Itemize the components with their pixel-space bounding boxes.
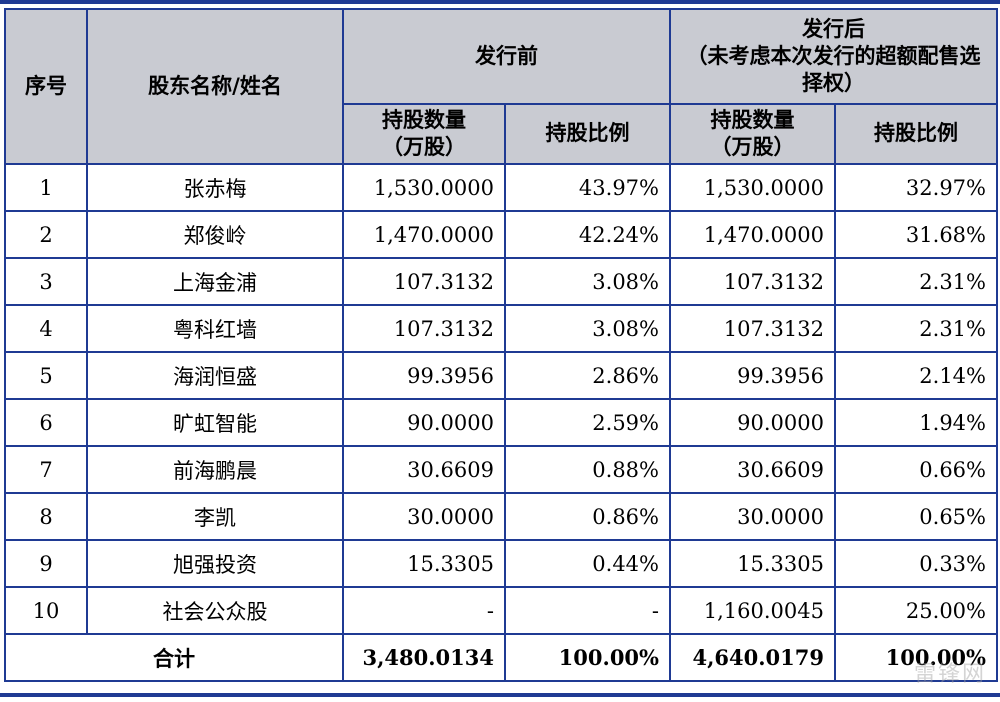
row-before-ratio: 0.44% bbox=[504, 539, 671, 588]
row-seq: 6 bbox=[4, 398, 88, 447]
row-name: 李凯 bbox=[86, 492, 344, 541]
total-after-shares: 4,640.0179 bbox=[669, 633, 836, 682]
bottom-rule bbox=[0, 693, 1000, 697]
row-seq: 1 bbox=[4, 163, 88, 212]
row-before-shares: 1,470.0000 bbox=[342, 210, 506, 259]
row-name: 旷虹智能 bbox=[86, 398, 344, 447]
row-before-shares: 30.6609 bbox=[342, 445, 506, 494]
row-after-ratio: 1.94% bbox=[834, 398, 998, 447]
row-after-shares: 107.3132 bbox=[669, 304, 836, 353]
row-seq: 5 bbox=[4, 351, 88, 400]
row-seq: 7 bbox=[4, 445, 88, 494]
top-rule bbox=[0, 0, 1000, 4]
row-after-ratio: 0.65% bbox=[834, 492, 998, 541]
row-name: 粤科红墙 bbox=[86, 304, 344, 353]
table-row: 4 粤科红墙 107.3132 3.08% 107.3132 2.31% bbox=[4, 304, 998, 353]
total-row: 合计 3,480.0134 100.00% 4,640.0179 100.00% bbox=[4, 633, 998, 682]
row-after-shares: 15.3305 bbox=[669, 539, 836, 588]
header-after-ratio: 持股比例 bbox=[834, 103, 998, 165]
total-before-ratio: 100.00% bbox=[504, 633, 671, 682]
row-before-ratio: 3.08% bbox=[504, 304, 671, 353]
row-name: 旭强投资 bbox=[86, 539, 344, 588]
shareholding-table: 序号 股东名称/姓名 发行前 发行后 （未考虑本次发行的超额配售选择权） 持股数… bbox=[4, 8, 998, 682]
row-before-ratio: 0.88% bbox=[504, 445, 671, 494]
table-row: 10 社会公众股 - - 1,160.0045 25.00% bbox=[4, 586, 998, 635]
row-after-ratio: 25.00% bbox=[834, 586, 998, 635]
header-before-ratio: 持股比例 bbox=[504, 103, 671, 165]
row-after-ratio: 0.66% bbox=[834, 445, 998, 494]
row-after-ratio: 32.97% bbox=[834, 163, 998, 212]
watermark: 雷锋网 bbox=[913, 662, 986, 687]
header-before: 发行前 bbox=[342, 8, 671, 105]
row-name: 郑俊岭 bbox=[86, 210, 344, 259]
row-name: 海润恒盛 bbox=[86, 351, 344, 400]
row-before-ratio: 42.24% bbox=[504, 210, 671, 259]
row-seq: 3 bbox=[4, 257, 88, 306]
total-after-ratio: 100.00% bbox=[834, 633, 998, 682]
table-row: 8 李凯 30.0000 0.86% 30.0000 0.65% bbox=[4, 492, 998, 541]
row-before-shares: 107.3132 bbox=[342, 257, 506, 306]
table-row: 2 郑俊岭 1,470.0000 42.24% 1,470.0000 31.68… bbox=[4, 210, 998, 259]
row-after-shares: 107.3132 bbox=[669, 257, 836, 306]
header-before-shares: 持股数量 （万股） bbox=[342, 103, 506, 165]
row-before-ratio: - bbox=[504, 586, 671, 635]
table-row: 1 张赤梅 1,530.0000 43.97% 1,530.0000 32.97… bbox=[4, 163, 998, 212]
row-name: 社会公众股 bbox=[86, 586, 344, 635]
row-after-shares: 1,160.0045 bbox=[669, 586, 836, 635]
row-seq: 8 bbox=[4, 492, 88, 541]
row-seq: 10 bbox=[4, 586, 88, 635]
table-row: 9 旭强投资 15.3305 0.44% 15.3305 0.33% bbox=[4, 539, 998, 588]
row-after-shares: 30.6609 bbox=[669, 445, 836, 494]
table-row: 3 上海金浦 107.3132 3.08% 107.3132 2.31% bbox=[4, 257, 998, 306]
table-row: 6 旷虹智能 90.0000 2.59% 90.0000 1.94% bbox=[4, 398, 998, 447]
total-before-shares: 3,480.0134 bbox=[342, 633, 506, 682]
header-name: 股东名称/姓名 bbox=[86, 8, 344, 165]
row-before-shares: 1,530.0000 bbox=[342, 163, 506, 212]
row-before-ratio: 2.59% bbox=[504, 398, 671, 447]
row-after-ratio: 2.31% bbox=[834, 304, 998, 353]
row-seq: 9 bbox=[4, 539, 88, 588]
row-before-shares: 30.0000 bbox=[342, 492, 506, 541]
row-seq: 2 bbox=[4, 210, 88, 259]
row-before-shares: 15.3305 bbox=[342, 539, 506, 588]
row-after-ratio: 0.33% bbox=[834, 539, 998, 588]
row-before-ratio: 2.86% bbox=[504, 351, 671, 400]
row-after-shares: 1,470.0000 bbox=[669, 210, 836, 259]
header-after-shares: 持股数量 （万股） bbox=[669, 103, 836, 165]
header-after: 发行后 （未考虑本次发行的超额配售选择权） bbox=[669, 8, 998, 105]
row-before-ratio: 43.97% bbox=[504, 163, 671, 212]
table-row: 5 海润恒盛 99.3956 2.86% 99.3956 2.14% bbox=[4, 351, 998, 400]
row-before-shares: - bbox=[342, 586, 506, 635]
row-name: 前海鹏晨 bbox=[86, 445, 344, 494]
row-after-shares: 90.0000 bbox=[669, 398, 836, 447]
row-after-ratio: 31.68% bbox=[834, 210, 998, 259]
row-name: 张赤梅 bbox=[86, 163, 344, 212]
row-after-ratio: 2.14% bbox=[834, 351, 998, 400]
row-after-ratio: 2.31% bbox=[834, 257, 998, 306]
row-before-shares: 90.0000 bbox=[342, 398, 506, 447]
row-after-shares: 1,530.0000 bbox=[669, 163, 836, 212]
row-before-shares: 107.3132 bbox=[342, 304, 506, 353]
table-row: 7 前海鹏晨 30.6609 0.88% 30.6609 0.66% bbox=[4, 445, 998, 494]
row-before-shares: 99.3956 bbox=[342, 351, 506, 400]
row-seq: 4 bbox=[4, 304, 88, 353]
total-label: 合计 bbox=[4, 633, 344, 682]
row-before-ratio: 0.86% bbox=[504, 492, 671, 541]
row-after-shares: 30.0000 bbox=[669, 492, 836, 541]
row-before-ratio: 3.08% bbox=[504, 257, 671, 306]
row-after-shares: 99.3956 bbox=[669, 351, 836, 400]
row-name: 上海金浦 bbox=[86, 257, 344, 306]
header-seq: 序号 bbox=[4, 8, 88, 165]
